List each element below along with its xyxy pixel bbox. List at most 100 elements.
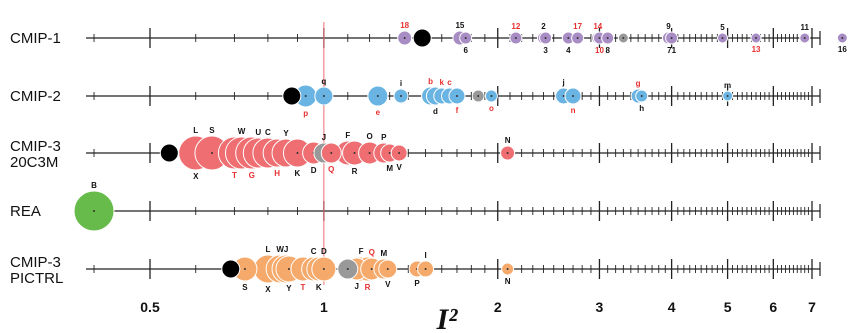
row-label: PICTRL — [10, 270, 63, 287]
marker-center — [506, 268, 509, 270]
mean-marker — [159, 143, 179, 163]
point-label: c — [447, 78, 452, 87]
point-label: C — [265, 128, 271, 137]
point-label: S — [242, 283, 248, 292]
marker-center — [424, 268, 427, 270]
marker-center — [622, 37, 625, 39]
point-label: o — [489, 104, 494, 113]
point-label: 17 — [573, 22, 582, 31]
point-label: m — [724, 81, 731, 90]
point-label: M — [380, 249, 387, 258]
point-label: 18 — [400, 21, 409, 30]
x-tick-label: 6 — [769, 299, 777, 315]
point-label: X — [265, 285, 271, 294]
point-label: 10 — [595, 46, 604, 55]
row-label: 20C3M — [10, 154, 58, 171]
markers: 18 15 6 12 2 3 4 17 14 10 8 9 71 5 13 11 16 p q e i b d k c f o j n g… — [73, 21, 848, 294]
point-label: B — [91, 181, 97, 190]
marker-center — [606, 37, 609, 39]
point-label: N — [505, 136, 511, 145]
point-label: M — [386, 164, 393, 173]
point-label: T — [232, 171, 237, 180]
point-label: J — [284, 245, 288, 254]
point-label: R — [365, 283, 371, 292]
point-label: p — [303, 109, 308, 118]
point-label: L — [265, 245, 270, 254]
marker-center — [368, 152, 371, 154]
marker-center — [572, 95, 575, 97]
marker-center — [353, 152, 356, 154]
marker-center — [346, 268, 349, 270]
point-label: V — [385, 280, 391, 289]
point-label: Y — [286, 284, 292, 293]
mean-marker — [221, 259, 241, 279]
point-label: f — [456, 106, 459, 115]
point-label: 16 — [838, 45, 847, 54]
marker-center — [544, 37, 547, 39]
point-label: L — [193, 126, 198, 135]
point-label: g — [636, 79, 641, 88]
marker-center — [490, 95, 493, 97]
point-label: W — [276, 245, 284, 254]
marker-center — [514, 37, 517, 39]
x-tick-label: 2 — [494, 299, 502, 315]
point-label: 15 — [455, 21, 464, 30]
x-tick-label: 7 — [808, 299, 816, 315]
marker-center — [506, 152, 509, 154]
point-label: n — [571, 106, 576, 115]
marker-center — [721, 37, 724, 39]
point-label: P — [381, 133, 387, 142]
marker-center — [400, 95, 403, 97]
point-label: 2 — [541, 22, 546, 31]
point-label: J — [355, 282, 359, 291]
point-label: d — [433, 107, 438, 116]
point-label: U — [255, 128, 261, 137]
point-label: h — [639, 104, 644, 113]
marker-center — [398, 152, 401, 154]
marker-center — [370, 268, 373, 270]
x-tick-label: 3 — [596, 299, 604, 315]
point-label: D — [311, 166, 317, 175]
point-label: 12 — [511, 22, 520, 31]
point-label: X — [193, 172, 199, 181]
marker-center — [210, 152, 213, 154]
point-label: 5 — [720, 23, 725, 32]
marker-center — [322, 95, 325, 97]
point-label: Q — [369, 248, 375, 257]
x-tick-label: 1 — [320, 299, 328, 315]
marker-center — [567, 37, 570, 39]
point-label: F — [345, 131, 350, 140]
point-label: 9 — [666, 22, 671, 31]
point-label: 14 — [593, 22, 602, 31]
point-label: 4 — [566, 46, 571, 55]
row-label: CMIP-1 — [10, 30, 61, 47]
marker-center — [841, 37, 844, 39]
x-tick-label: 0.5 — [140, 299, 160, 315]
point-label: b — [428, 77, 433, 86]
point-label: V — [396, 163, 402, 172]
point-label: P — [414, 279, 420, 288]
marker-center — [304, 95, 307, 97]
marker-center — [376, 95, 379, 97]
point-label: W — [238, 127, 246, 136]
x-axis-title: I² — [436, 303, 459, 333]
marker-center — [803, 37, 806, 39]
point-label: j — [561, 78, 564, 87]
marker-center — [386, 268, 389, 270]
mean-marker — [282, 86, 302, 106]
point-label: i — [400, 79, 402, 88]
point-label: 3 — [543, 46, 548, 55]
point-label: 71 — [667, 46, 676, 55]
marker-center — [287, 268, 290, 270]
x-tick-label: 5 — [724, 299, 732, 315]
marker-center — [455, 95, 458, 97]
marker-center — [755, 37, 758, 39]
point-label: 8 — [605, 46, 610, 55]
marker-center — [403, 37, 406, 39]
point-label: 11 — [800, 23, 809, 32]
point-label: I — [424, 251, 426, 260]
point-label: T — [301, 283, 306, 292]
point-label: Q — [328, 165, 334, 174]
